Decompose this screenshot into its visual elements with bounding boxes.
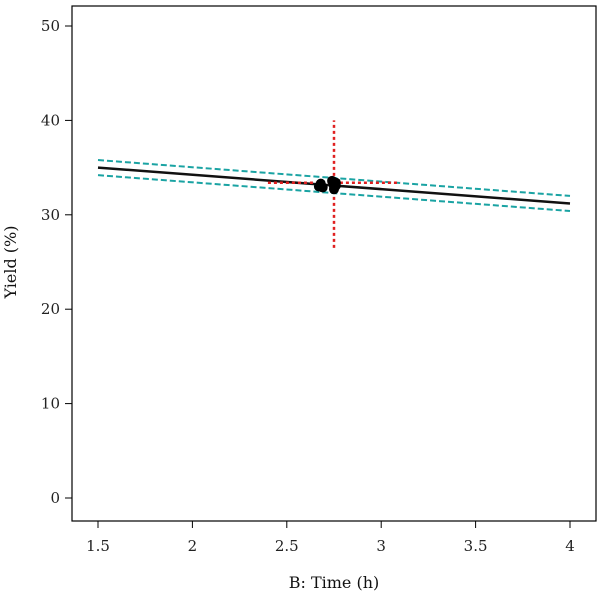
x-tick-label: 4 bbox=[565, 537, 575, 555]
x-tick-label: 3.5 bbox=[464, 537, 488, 555]
y-tick-label: 30 bbox=[41, 206, 60, 224]
x-tick-label: 3 bbox=[376, 537, 386, 555]
x-axis-title: B: Time (h) bbox=[289, 573, 380, 592]
x-tick-label: 2.5 bbox=[275, 537, 299, 555]
x-tick-label: 2 bbox=[188, 537, 198, 555]
y-tick-label: 40 bbox=[41, 111, 60, 129]
x-axis-ticks: 1.5 2 2.5 3 3.5 4 bbox=[86, 521, 575, 555]
data-point bbox=[330, 180, 341, 191]
y-tick-label: 20 bbox=[41, 300, 60, 318]
y-tick-label: 10 bbox=[41, 395, 60, 413]
data-points bbox=[313, 175, 341, 195]
y-axis-title: Yield (%) bbox=[1, 226, 20, 300]
x-tick-label: 1.5 bbox=[86, 537, 110, 555]
y-axis-ticks: 0 10 20 30 40 50 bbox=[41, 17, 72, 507]
y-tick-label: 0 bbox=[50, 489, 60, 507]
plot-frame bbox=[71, 5, 597, 522]
data-point bbox=[317, 182, 328, 193]
y-tick-label: 50 bbox=[41, 17, 60, 35]
